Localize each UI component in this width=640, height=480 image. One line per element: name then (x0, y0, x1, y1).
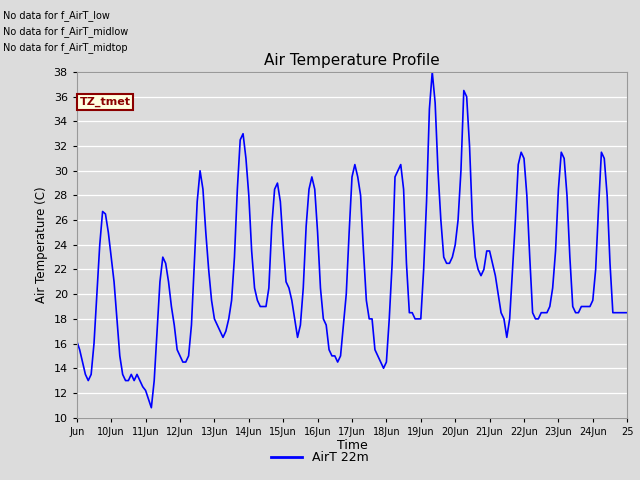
Text: TZ_tmet: TZ_tmet (79, 97, 131, 107)
X-axis label: Time: Time (337, 439, 367, 453)
Title: Air Temperature Profile: Air Temperature Profile (264, 53, 440, 68)
Legend: AirT 22m: AirT 22m (266, 446, 374, 469)
Text: No data for f_AirT_midtop: No data for f_AirT_midtop (3, 42, 128, 53)
Text: No data for f_AirT_midlow: No data for f_AirT_midlow (3, 26, 129, 37)
Text: No data for f_AirT_low: No data for f_AirT_low (3, 11, 110, 22)
Y-axis label: Air Temperature (C): Air Temperature (C) (35, 187, 48, 303)
